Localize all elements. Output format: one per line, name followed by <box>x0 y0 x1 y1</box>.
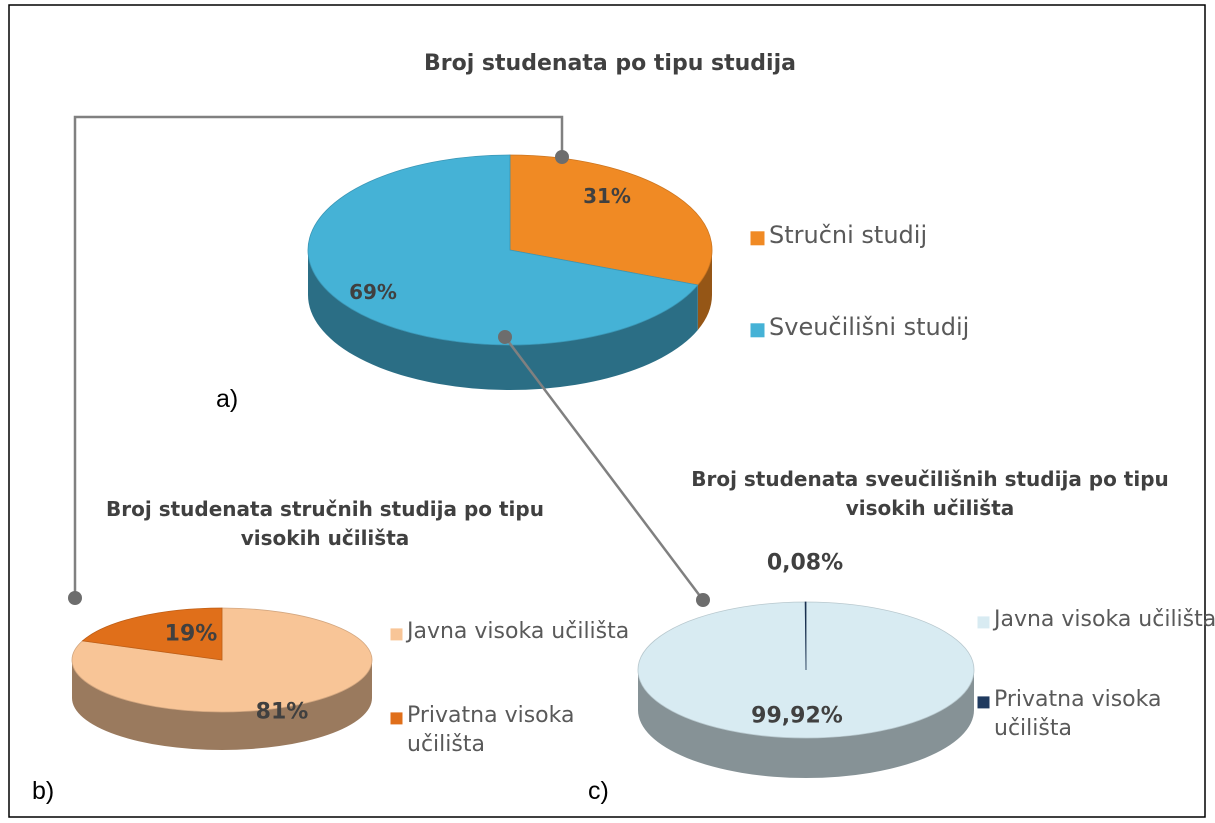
pie-slice <box>307 154 699 346</box>
chart-title: Broj studenata stručnih studija po tipu … <box>106 497 544 550</box>
frame <box>8 4 1206 818</box>
data-label: 31% <box>583 184 631 208</box>
pies <box>71 154 975 778</box>
connector-dots <box>68 150 710 607</box>
legend-swatch <box>976 615 991 630</box>
chart-title: Broj studenata sveučilišnih studija po t… <box>691 467 1169 520</box>
legend-label: Stručni studij <box>769 221 928 249</box>
connectors <box>73 115 704 601</box>
pie-slice <box>81 607 223 661</box>
panel-label: a) <box>216 385 239 413</box>
connector <box>73 115 564 598</box>
legend-swatch <box>976 695 991 710</box>
legend-swatch <box>389 711 404 726</box>
data-label: 69% <box>349 280 397 304</box>
dot <box>696 593 710 607</box>
legend-swatch <box>749 230 766 247</box>
legend-swatch <box>749 322 766 339</box>
data-label: 0,08% <box>766 550 844 576</box>
panel-label: b) <box>32 777 55 805</box>
pie-side <box>638 670 974 778</box>
legend-label: Sveučilišni studij <box>769 313 970 341</box>
legend-swatch <box>389 627 404 642</box>
pie-slice <box>804 601 807 671</box>
pie-side <box>308 250 698 391</box>
data-label: 19% <box>164 621 218 647</box>
chart-title: Broj studenata po tipu studija <box>423 51 796 76</box>
legend-label: Javna visoka učilišta <box>407 619 630 644</box>
dot <box>555 150 569 164</box>
dot <box>68 591 82 605</box>
legend-label: Privatna visoka učilišta <box>407 703 575 757</box>
data-label: 99,92% <box>751 703 843 729</box>
pie-side <box>72 660 372 750</box>
legend-label: Privatna visoka učilišta <box>994 687 1162 741</box>
data-label: 81% <box>255 699 309 725</box>
dot <box>498 330 512 344</box>
panel-label: c) <box>588 777 609 805</box>
connector <box>504 336 704 601</box>
pie-side <box>697 250 712 330</box>
legend-label: Javna visoka učilišta <box>994 607 1215 632</box>
